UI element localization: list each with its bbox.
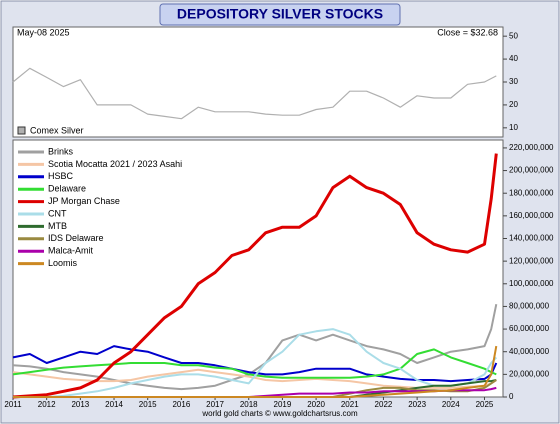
y-tick-label: 60,000,000 bbox=[509, 324, 550, 333]
x-tick-label: 2015 bbox=[139, 400, 157, 409]
legend-label: Comex Silver bbox=[30, 125, 84, 135]
close-label: Close = $32.68 bbox=[437, 27, 498, 37]
series-line bbox=[13, 345, 498, 398]
y-tick-label: 10 bbox=[509, 123, 518, 132]
y-tick-label: 50 bbox=[509, 31, 518, 40]
legend-label: Scotia Mocatta 2021 / 2023 Asahi bbox=[48, 159, 182, 169]
y-tick-label: 40 bbox=[509, 54, 518, 63]
y-tick-label: 80,000,000 bbox=[509, 302, 550, 311]
series-line bbox=[12, 348, 497, 379]
series-line bbox=[12, 67, 497, 120]
y-tick-label: 120,000,000 bbox=[509, 256, 554, 265]
legend-label: Delaware bbox=[48, 184, 86, 194]
legend-label: IDS Delaware bbox=[48, 233, 104, 243]
y-tick-label: 20,000,000 bbox=[509, 369, 550, 378]
y-tick-label: 20 bbox=[509, 100, 518, 109]
series-line bbox=[12, 153, 498, 399]
x-tick-label: 2020 bbox=[307, 400, 325, 409]
legend-label: Malca-Amit bbox=[48, 246, 94, 256]
y-tick-label: 180,000,000 bbox=[509, 188, 554, 197]
x-tick-label: 2018 bbox=[240, 400, 258, 409]
x-tick-label: 2023 bbox=[408, 400, 426, 409]
x-tick-label: 2022 bbox=[375, 400, 393, 409]
credit: world gold charts © www.goldchartsrus.co… bbox=[201, 409, 358, 418]
series-line bbox=[12, 345, 498, 383]
x-tick-label: 2011 bbox=[4, 400, 22, 409]
legend-label: Loomis bbox=[48, 258, 78, 268]
y-tick-label: 140,000,000 bbox=[509, 234, 554, 243]
legend-label: JP Morgan Chase bbox=[48, 196, 120, 206]
y-tick-label: 220,000,000 bbox=[509, 143, 554, 152]
legend-label: CNT bbox=[48, 208, 67, 218]
x-tick-label: 2012 bbox=[38, 400, 56, 409]
y-tick-label: 100,000,000 bbox=[509, 279, 554, 288]
y-tick-label: 30 bbox=[509, 77, 518, 86]
y-tick-label: 40,000,000 bbox=[509, 347, 550, 356]
x-tick-label: 2021 bbox=[341, 400, 359, 409]
y-tick-label: 160,000,000 bbox=[509, 211, 554, 220]
x-tick-label: 2014 bbox=[105, 400, 123, 409]
y-tick-label: 0 bbox=[509, 392, 514, 401]
legend-label: MTB bbox=[48, 221, 67, 231]
x-tick-label: 2019 bbox=[274, 400, 292, 409]
x-tick-label: 2024 bbox=[442, 400, 460, 409]
legend-swatch bbox=[17, 126, 26, 135]
x-tick-label: 2013 bbox=[71, 400, 89, 409]
x-tick-label: 2017 bbox=[206, 400, 224, 409]
y-tick-label: 200,000,000 bbox=[509, 166, 554, 175]
legend-label: Brinks bbox=[48, 146, 74, 156]
legend-label: HSBC bbox=[48, 171, 74, 181]
x-tick-label: 2016 bbox=[172, 400, 190, 409]
title-box bbox=[159, 3, 401, 26]
x-tick-label: 2025 bbox=[476, 400, 494, 409]
price-panel bbox=[12, 26, 504, 138]
chart-title: DEPOSITORY SILVER STOCKS bbox=[177, 6, 383, 22]
date-label: May-08 2025 bbox=[17, 27, 70, 37]
